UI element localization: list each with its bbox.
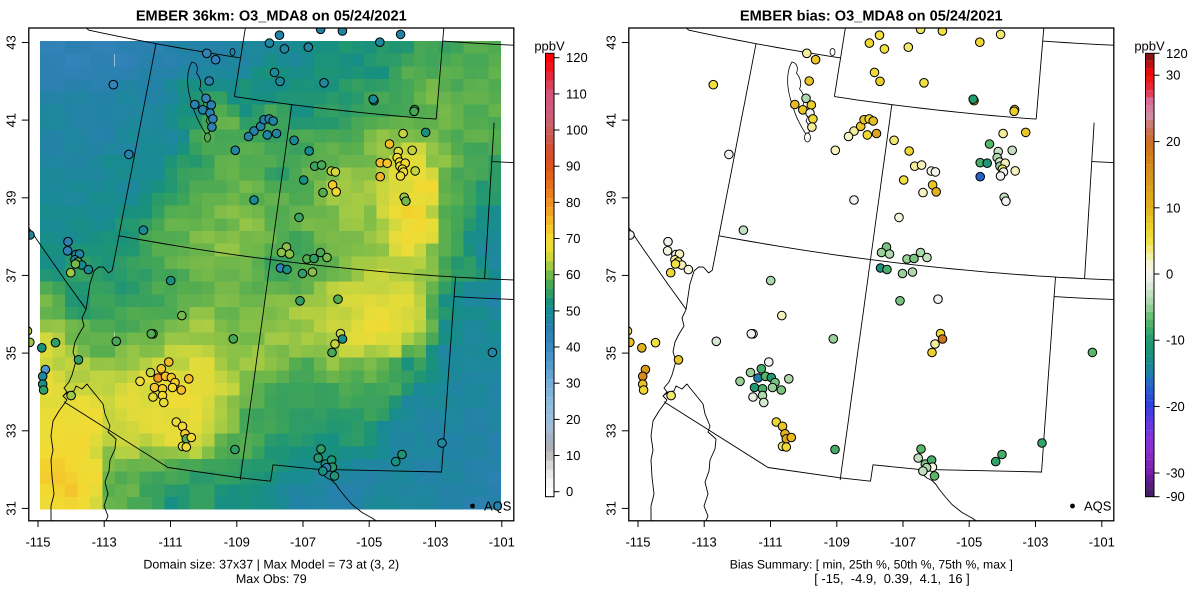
svg-text:-30: -30 — [1166, 466, 1185, 481]
svg-text:80: 80 — [566, 195, 580, 210]
svg-text:33: 33 — [4, 424, 19, 438]
svg-text:-113: -113 — [92, 535, 117, 550]
svg-text:110: 110 — [566, 86, 587, 101]
svg-text:10: 10 — [1166, 200, 1180, 215]
svg-text:120: 120 — [1166, 46, 1188, 61]
svg-text:-107: -107 — [290, 535, 316, 550]
svg-text:-107: -107 — [890, 535, 916, 550]
svg-text:EMBER 36km: O3_MDA8 on 05/24/2: EMBER 36km: O3_MDA8 on 05/24/2021 — [136, 9, 407, 25]
svg-text:-115: -115 — [25, 535, 50, 550]
svg-text:90: 90 — [566, 159, 580, 174]
svg-text:Bias Summary: [ min, 25th %, 5: Bias Summary: [ min, 25th %, 50th %, 75t… — [730, 558, 1013, 572]
svg-text:39: 39 — [604, 191, 619, 205]
svg-text:35: 35 — [4, 346, 19, 360]
svg-text:100: 100 — [566, 123, 588, 138]
svg-text:33: 33 — [604, 424, 619, 438]
svg-text:41: 41 — [604, 113, 619, 127]
svg-text:50: 50 — [566, 303, 580, 318]
svg-text:37: 37 — [4, 268, 19, 282]
svg-text:-101: -101 — [489, 535, 515, 550]
svg-text:-105: -105 — [956, 535, 982, 550]
svg-text:-103: -103 — [422, 535, 448, 550]
svg-text:ppbV: ppbV — [534, 39, 565, 54]
svg-text:-113: -113 — [692, 535, 717, 550]
svg-text:60: 60 — [566, 267, 580, 282]
svg-text:30: 30 — [1166, 68, 1180, 83]
svg-text:43: 43 — [604, 35, 619, 49]
svg-text:AQS: AQS — [484, 499, 512, 514]
svg-text:37: 37 — [604, 268, 619, 282]
svg-text:AQS: AQS — [1084, 499, 1112, 514]
svg-text:39: 39 — [4, 191, 19, 205]
svg-text:Max Obs: 79: Max Obs: 79 — [236, 572, 307, 586]
svg-text:70: 70 — [566, 231, 580, 246]
svg-text:10: 10 — [566, 448, 580, 463]
svg-text:-109: -109 — [824, 535, 850, 550]
svg-text:-111: -111 — [158, 535, 182, 550]
svg-text:35: 35 — [604, 346, 619, 360]
svg-text:20: 20 — [1166, 134, 1180, 149]
svg-text:ppbV: ppbV — [1134, 39, 1165, 54]
svg-text:-90: -90 — [1166, 489, 1185, 504]
svg-text:120: 120 — [566, 50, 588, 65]
svg-text:-105: -105 — [356, 535, 382, 550]
svg-text:-103: -103 — [1022, 535, 1048, 550]
svg-text:-20: -20 — [1166, 399, 1185, 414]
svg-text:30: 30 — [566, 376, 580, 391]
svg-text:-115: -115 — [625, 535, 650, 550]
svg-text:-111: -111 — [758, 535, 782, 550]
svg-text:EMBER bias: O3_MDA8 on 05/24/2: EMBER bias: O3_MDA8 on 05/24/2021 — [740, 9, 1003, 25]
svg-text:[ -15, -4.9, 0.39, 4.1, 16: [ -15, -4.9, 0.39, 4.1, 16 ] — [814, 571, 970, 586]
svg-text:Domain size: 37x37 | Max Model: Domain size: 37x37 | Max Model = 73 at (… — [143, 558, 399, 572]
svg-text:-109: -109 — [224, 535, 250, 550]
svg-text:41: 41 — [4, 113, 19, 127]
svg-text:-101: -101 — [1089, 535, 1115, 550]
svg-text:31: 31 — [4, 501, 19, 515]
svg-text:-10: -10 — [1166, 333, 1185, 348]
svg-text:40: 40 — [566, 340, 580, 355]
svg-text:43: 43 — [4, 35, 19, 49]
svg-text:31: 31 — [604, 501, 619, 515]
svg-text:0: 0 — [566, 484, 573, 499]
svg-text:20: 20 — [566, 412, 580, 427]
svg-text:0: 0 — [1166, 267, 1173, 282]
